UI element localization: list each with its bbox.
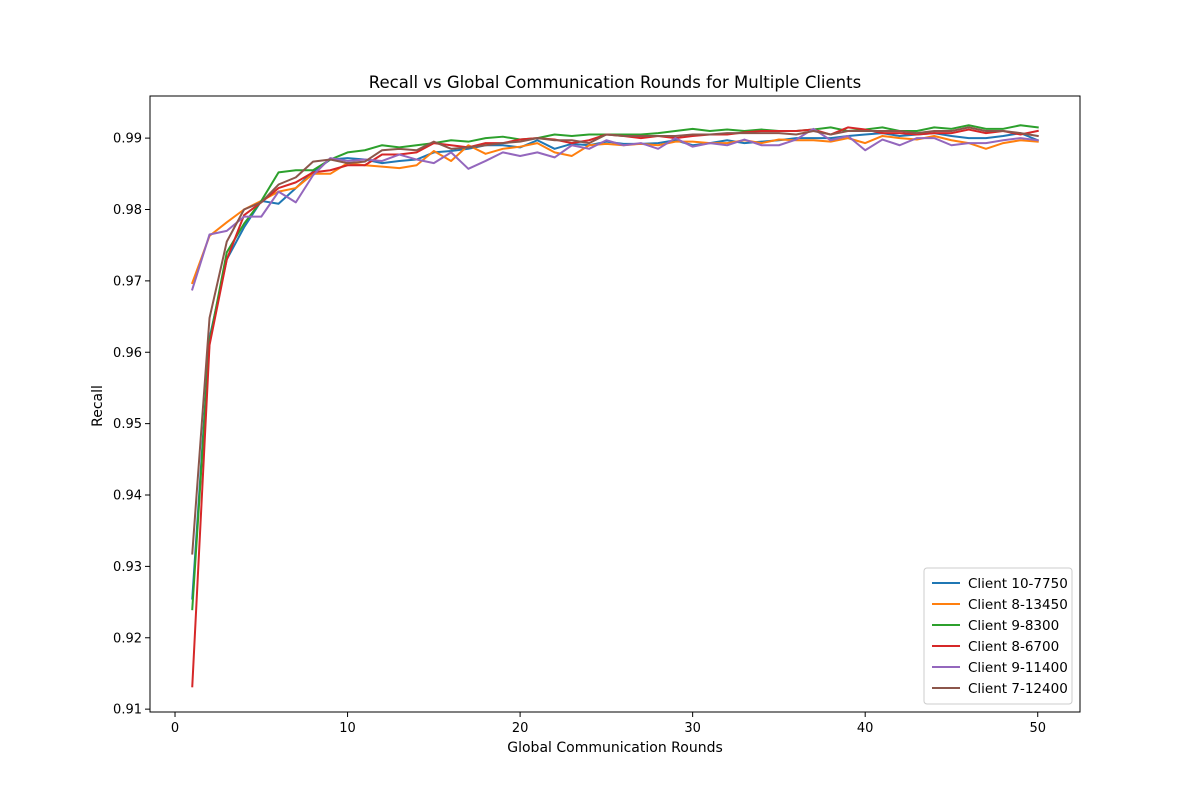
legend-label-2: Client 8-13450 xyxy=(968,597,1068,613)
y-tick-label: 0.96 xyxy=(113,346,142,361)
legend-label-5: Client 9-11400 xyxy=(968,660,1068,676)
chart-title: Recall vs Global Communication Rounds fo… xyxy=(369,73,861,92)
x-tick-label: 0 xyxy=(171,721,179,736)
x-axis-label: Global Communication Rounds xyxy=(507,740,723,756)
y-tick-label: 0.95 xyxy=(113,417,142,432)
y-tick-label: 0.99 xyxy=(113,132,142,147)
axes-layer: 0 10 20 30 40 50 0.91 0.92 0.93 0.94 0.95 0.96 0.97 0… xyxy=(113,95,1081,736)
legend-label-6: Client 7-12400 xyxy=(968,681,1068,697)
legend-box xyxy=(923,567,1073,705)
legend: Client 10-7750 Client 8-13450 Client 9-830… xyxy=(923,567,1073,705)
x-tick-label: 50 xyxy=(1029,721,1046,736)
y-tick-label: 0.94 xyxy=(113,489,142,504)
series-line-6 xyxy=(191,126,1039,555)
legend-label-4: Client 8-6700 xyxy=(968,639,1059,655)
x-tick-label: 40 xyxy=(857,721,874,736)
y-tick-label: 0.92 xyxy=(113,631,142,646)
series-layer xyxy=(190,124,1040,688)
legend-label-1: Client 10-7750 xyxy=(968,576,1068,592)
x-tick-label: 30 xyxy=(684,721,701,736)
y-axis-label: Recall xyxy=(90,385,106,427)
series-line-2 xyxy=(190,134,1039,285)
y-tick-label: 0.91 xyxy=(113,703,142,718)
y-tick-label: 0.98 xyxy=(113,203,142,218)
series-line-5 xyxy=(191,127,1039,291)
x-tick-label: 10 xyxy=(339,721,356,736)
legend-label-3: Client 9-8300 xyxy=(968,618,1059,634)
y-tick-label: 0.97 xyxy=(113,274,142,289)
x-tick-label: 20 xyxy=(512,721,529,736)
y-tick-label: 0.93 xyxy=(113,560,142,575)
plot-frame xyxy=(149,95,1081,713)
